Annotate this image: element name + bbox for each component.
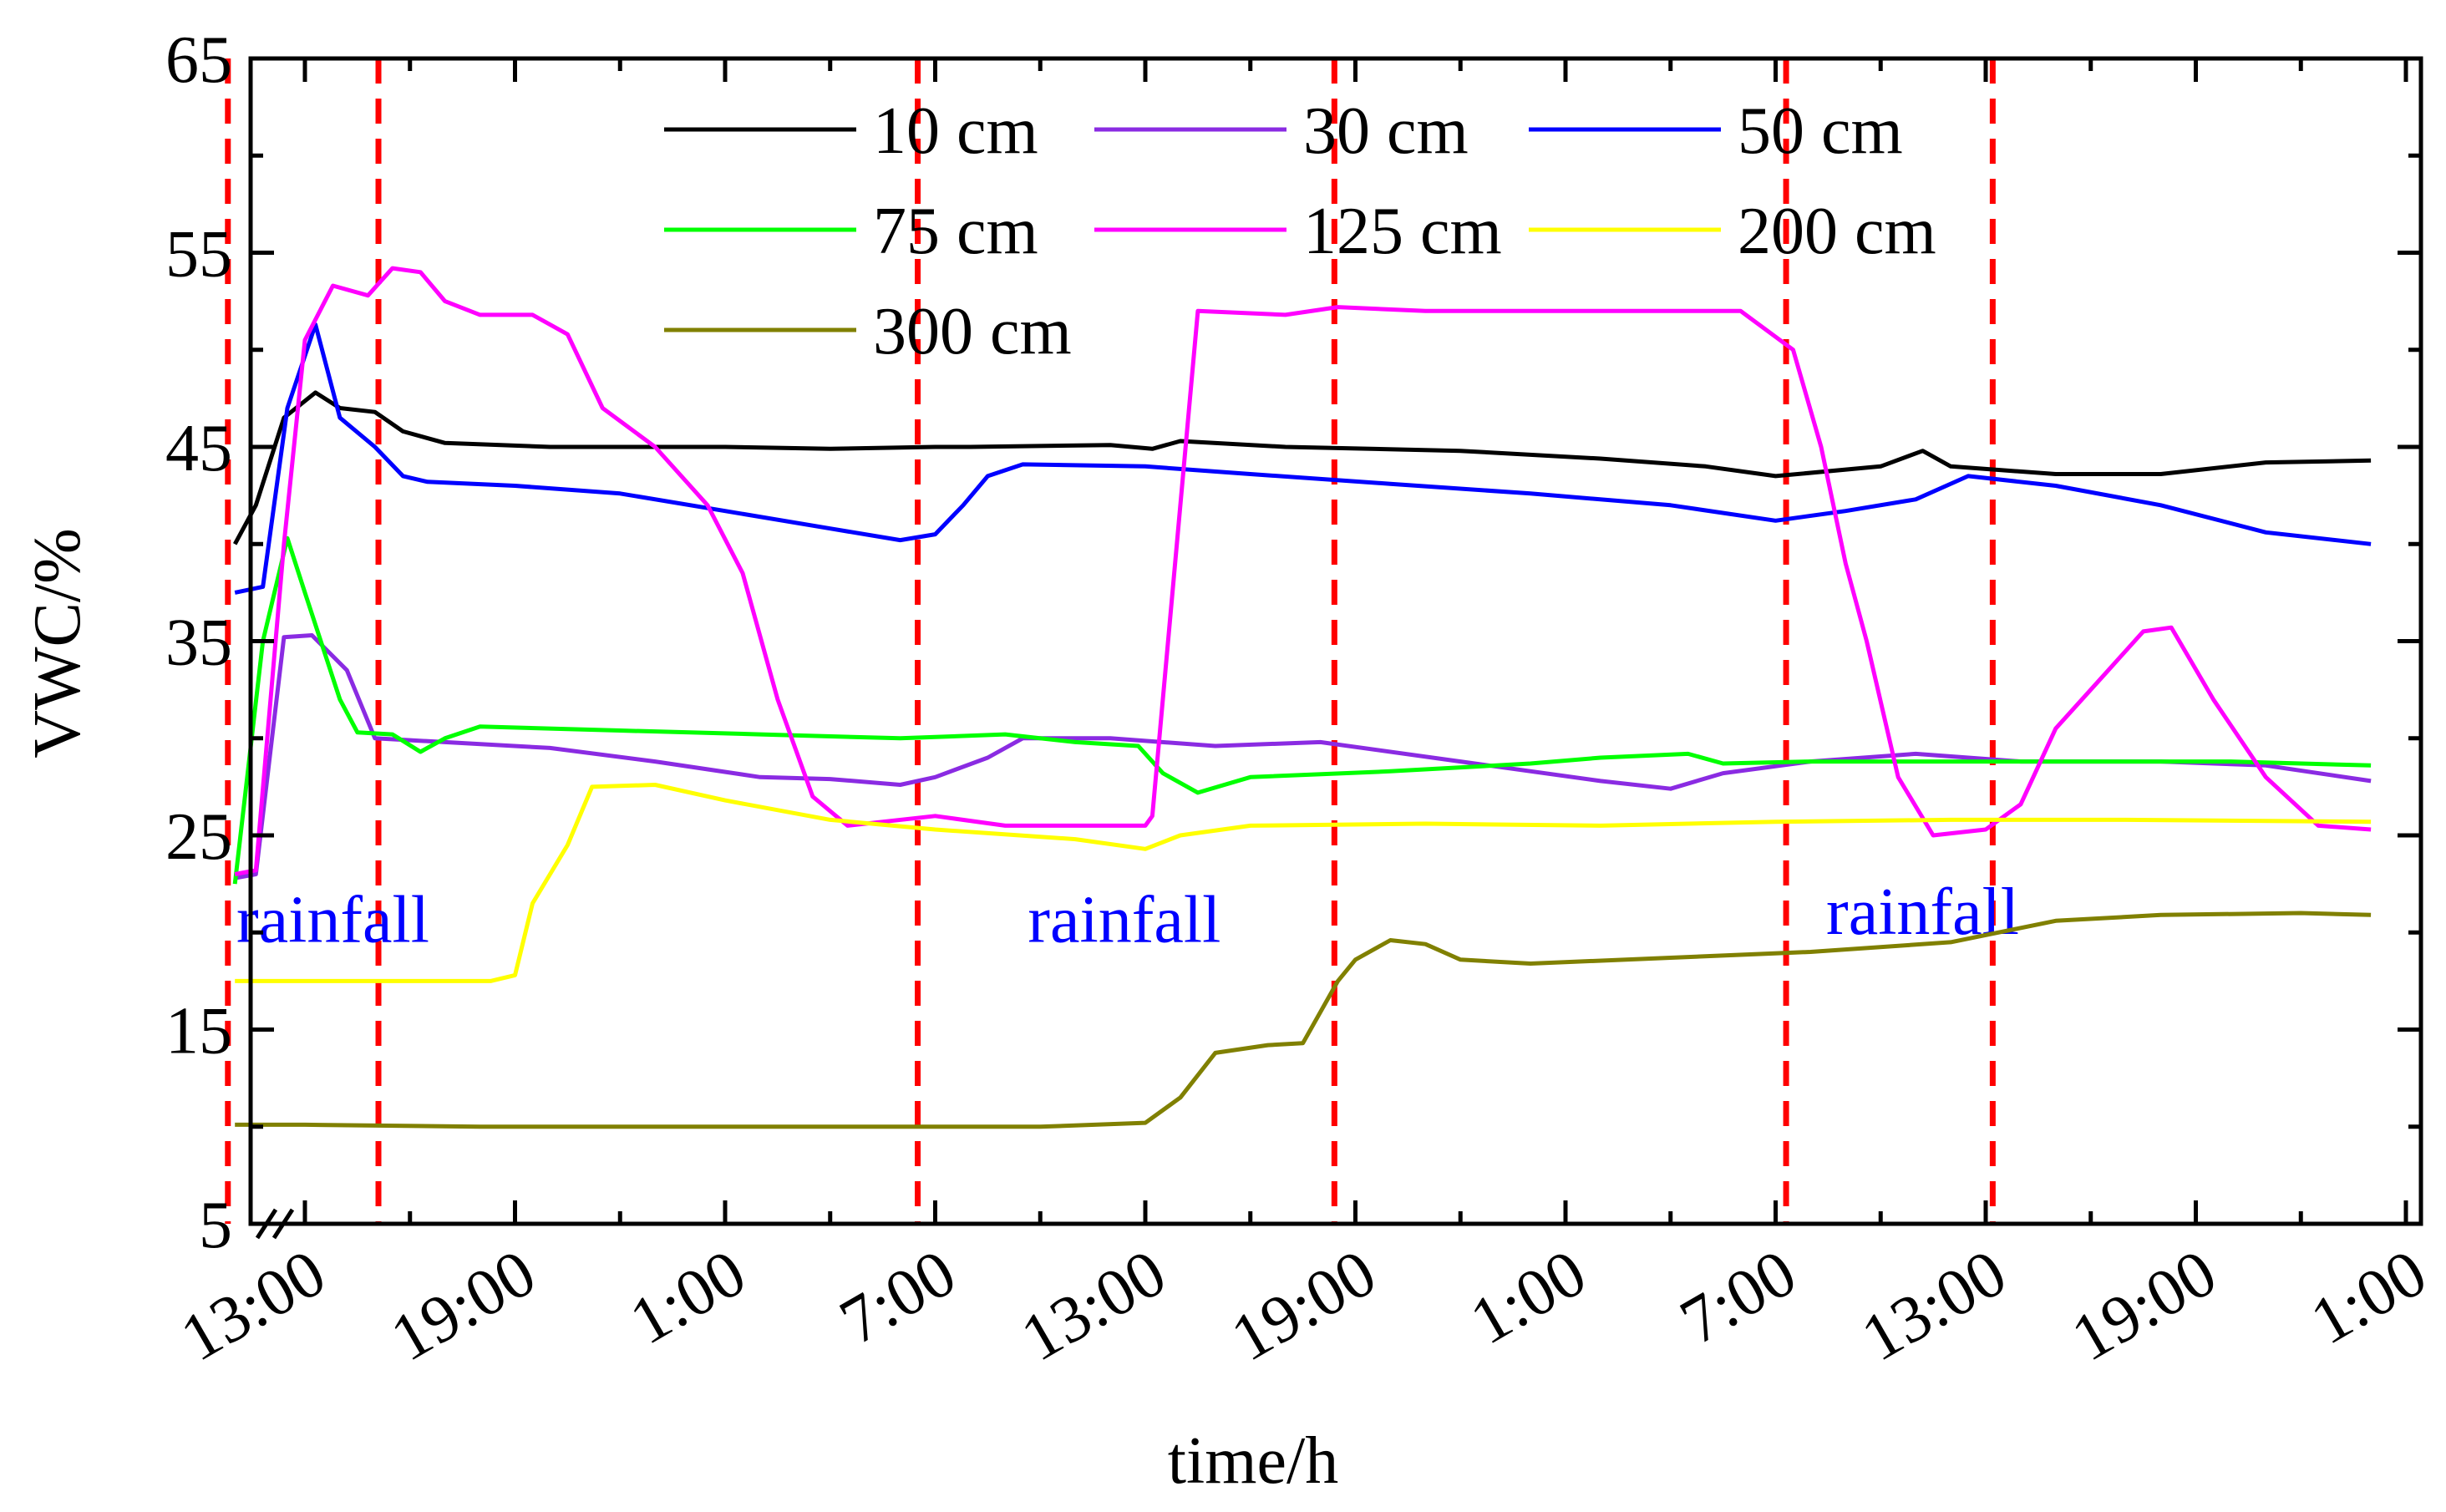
x-tick-label: 1:00 xyxy=(618,1235,758,1358)
x-tick-label: 7:00 xyxy=(828,1235,967,1358)
legend-label: 75 cm xyxy=(873,195,1038,268)
legend-label: 10 cm xyxy=(873,94,1038,168)
axes: 5 15 25 35 45 55 65 13:00 19:00 1:00 7:00 13:00 19:0… xyxy=(165,23,2438,1376)
x-tick-label: 1:00 xyxy=(2299,1235,2438,1358)
legend-label: 30 cm xyxy=(1303,94,1469,168)
y-tick-label: 65 xyxy=(165,23,232,97)
x-tick-label: 19:00 xyxy=(2060,1235,2229,1375)
y-tick-label: 45 xyxy=(165,412,232,485)
x-tick-label: 7:00 xyxy=(1668,1235,1808,1358)
axis-break-mark xyxy=(271,1208,295,1240)
x-tick-label: 13:00 xyxy=(1009,1235,1178,1375)
axis-labels: time/h VWC/% xyxy=(21,528,1338,1498)
legend: 10 cm 30 cm 50 cm 75 cm 125 cm 200 cm 300 cm xyxy=(664,94,1936,368)
x-tick-label: 19:00 xyxy=(379,1235,548,1375)
legend-label: 300 cm xyxy=(873,295,1072,368)
rainfall-label: rainfall xyxy=(236,883,429,956)
x-tick-label: 1:00 xyxy=(1459,1235,1598,1358)
rainfall-label: rainfall xyxy=(1028,883,1220,956)
y-tick-label: 15 xyxy=(165,995,232,1068)
x-tick-label: 19:00 xyxy=(1220,1235,1388,1375)
y-tick-label: 55 xyxy=(165,218,232,292)
series-line-75cm xyxy=(232,535,2372,885)
series-line-10cm xyxy=(233,390,2372,545)
x-tick-label: 13:00 xyxy=(1850,1235,2018,1375)
y-axis-title: VWC/% xyxy=(21,528,94,759)
y-tick-label: 5 xyxy=(199,1189,232,1262)
series-line-50cm xyxy=(234,322,2372,595)
legend-label: 125 cm xyxy=(1303,195,1502,268)
series-lines xyxy=(232,266,2372,1129)
y-tick-label: 35 xyxy=(165,606,232,680)
x-tick-label: 13:00 xyxy=(169,1235,337,1375)
series-line-300cm xyxy=(235,911,2372,1129)
x-axis-title: time/h xyxy=(1168,1424,1338,1498)
series-line-30cm xyxy=(234,633,2372,880)
rainfall-label: rainfall xyxy=(1826,875,2019,949)
y-tick-label: 25 xyxy=(165,800,232,874)
legend-label: 200 cm xyxy=(1738,195,1936,268)
series-line-125cm xyxy=(234,266,2372,876)
series-line-200cm xyxy=(235,783,2372,983)
legend-label: 50 cm xyxy=(1738,94,1903,168)
